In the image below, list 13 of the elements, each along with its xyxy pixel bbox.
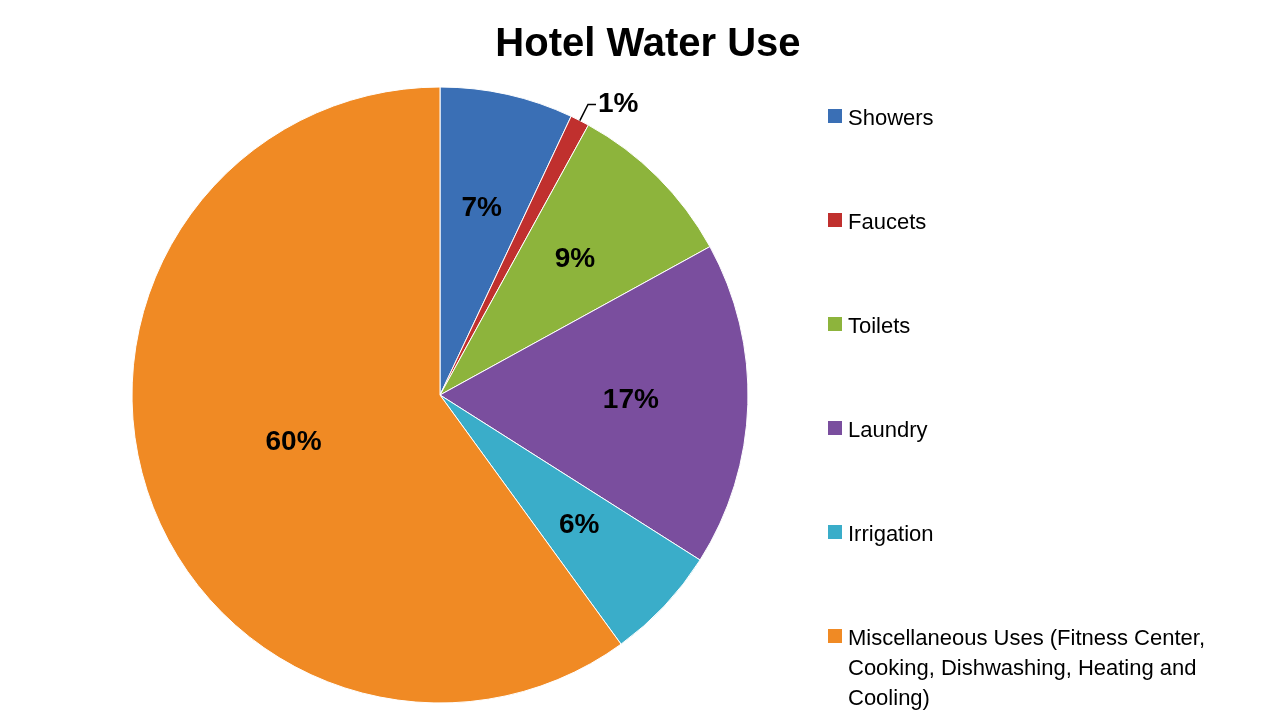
- legend-label: Laundry: [848, 416, 928, 444]
- data-label: 9%: [554, 242, 596, 274]
- legend-label: Toilets: [848, 312, 911, 340]
- data-label: 60%: [265, 424, 322, 456]
- legend-label: Showers: [848, 104, 934, 132]
- data-label: 7%: [461, 191, 502, 223]
- chart-title: Hotel Water Use: [494, 20, 802, 65]
- legend-label: Faucets: [848, 208, 927, 236]
- legend-label: Irrigation: [848, 520, 934, 548]
- data-label: 17%: [602, 383, 659, 415]
- data-label: 1%: [598, 86, 639, 118]
- data-label: 6%: [558, 508, 600, 540]
- legend-label: Miscellaneous Uses (Fitness Center, Cooking, Dishwashing, Heating and Cooling): [848, 624, 1207, 712]
